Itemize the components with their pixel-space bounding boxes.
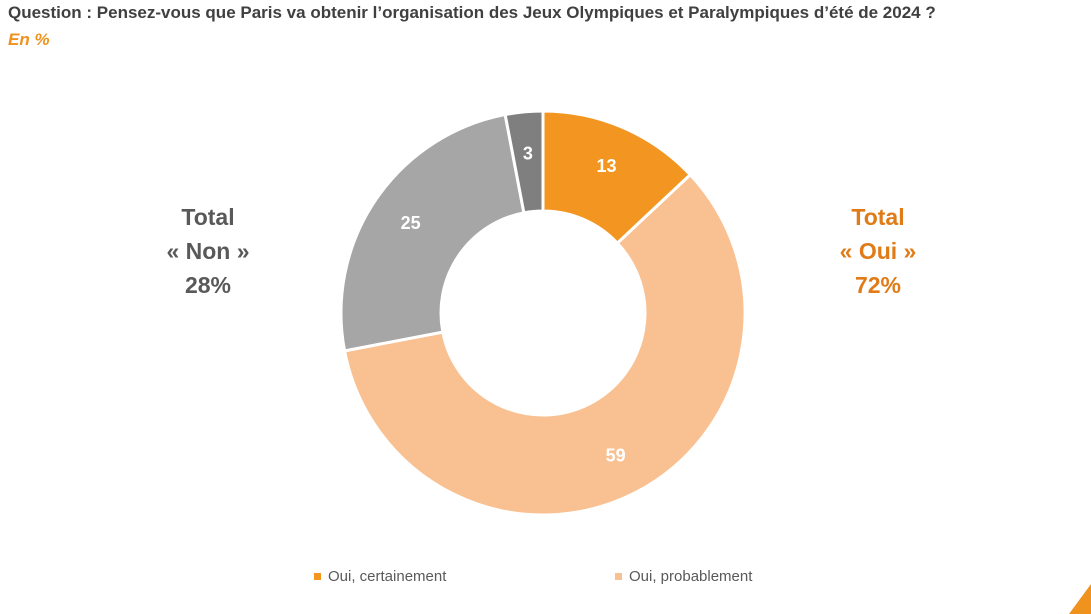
total-oui-line3: 72% <box>854 272 902 298</box>
legend-swatch <box>314 573 321 580</box>
unit-label: En % <box>8 30 50 49</box>
legend-swatch <box>615 573 622 580</box>
slice-non-probablement-pas <box>339 112 526 353</box>
total-non-line3: 28% <box>184 272 232 298</box>
data-label-non-certainement-pas: 3 <box>523 144 533 164</box>
total-non-line1: Total <box>181 204 235 230</box>
total-non-label: Total « Non » 28% <box>148 200 268 302</box>
data-label-oui-probablement: 59 <box>606 446 626 466</box>
total-non-line2: « Non » <box>166 238 250 264</box>
slice-non-certainement-pas <box>503 109 545 215</box>
data-label-oui-certainement: 13 <box>597 156 617 176</box>
slice-oui-probablement <box>342 172 747 517</box>
legend-label: Oui, certainement <box>328 568 447 585</box>
legend-item-oui-certainement: Oui, certainement <box>314 568 446 585</box>
data-label-non-probablement-pas: 25 <box>401 213 421 233</box>
corner-decoration <box>1069 584 1091 614</box>
question-title: Question : Pensez-vous que Paris va obte… <box>8 3 936 22</box>
total-oui-line2: « Oui » <box>839 238 917 264</box>
legend-label: Oui, probablement <box>629 568 753 585</box>
total-oui-label: Total « Oui » 72% <box>818 200 938 302</box>
total-oui-line1: Total <box>851 204 905 230</box>
legend-item-oui-probablement: Oui, probablement <box>615 568 752 585</box>
